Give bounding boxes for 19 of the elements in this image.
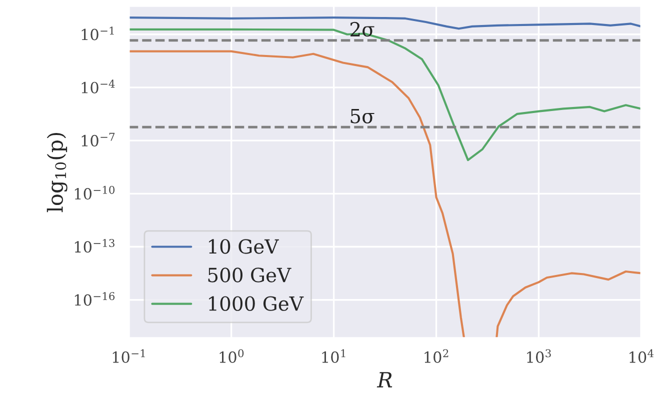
ref-line-label: 2σ [350, 22, 374, 37]
x-tick-label: 10$^{1}$ [322, 349, 346, 363]
legend-label: 500 GeV [208, 268, 292, 282]
legend-label: 1000 GeV [209, 296, 304, 311]
x-axis-title: R [376, 372, 392, 388]
ref-line-label: 5σ [350, 108, 374, 124]
y-axis-title: log$_{10}$(p) [46, 132, 68, 212]
x-tick-label: 10$^{2}$ [424, 349, 448, 363]
x-tick-label: 10$^{4}$ [630, 349, 654, 363]
y-tick-label: 10$^{−1}$ [82, 26, 114, 40]
y-tick-label: 10$^{−16}$ [74, 292, 115, 306]
y-tick-label: 10$^{−13}$ [74, 238, 114, 253]
x-tick-label: 10$^{0}$ [220, 349, 244, 363]
legend-label: 10 GeV [209, 239, 279, 254]
y-tick-label: 10$^{−10}$ [74, 186, 115, 200]
x-tick-label: 10$^{3}$ [527, 349, 551, 363]
x-tick-label: 10$^{−1}$ [112, 349, 145, 363]
y-tick-label: 10$^{−7}$ [82, 132, 115, 146]
y-tick-label: 10$^{−4}$ [82, 80, 115, 94]
